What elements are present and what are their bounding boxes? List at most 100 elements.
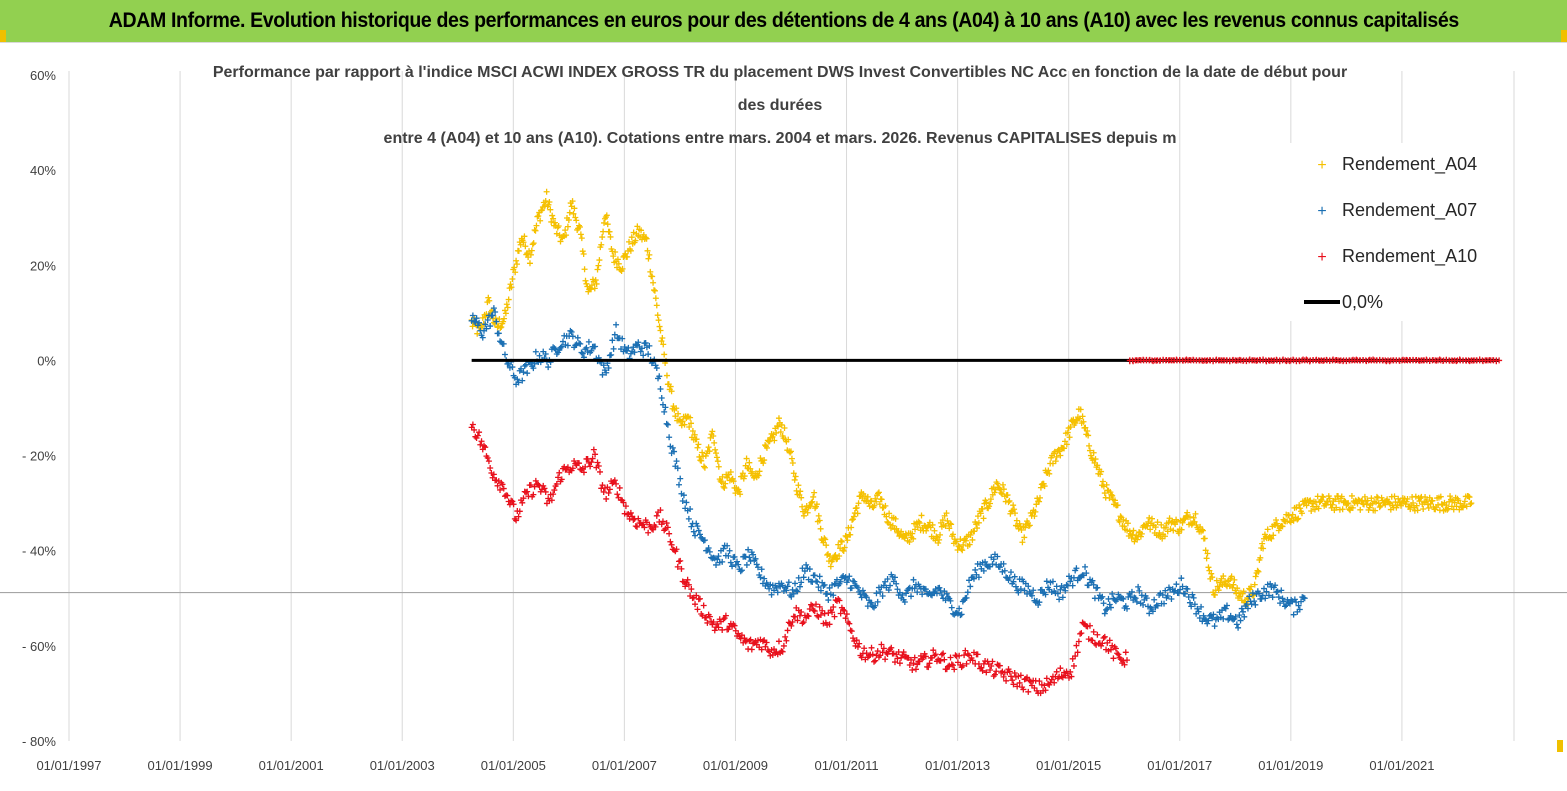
data-point: [677, 557, 684, 564]
data-point: [714, 620, 721, 627]
data-point: [622, 503, 629, 510]
data-point: [790, 590, 797, 597]
legend-label-a04: Rendement_A04: [1342, 154, 1477, 175]
data-point: [734, 558, 741, 565]
data-point: [1453, 503, 1460, 510]
data-point: [1051, 679, 1058, 686]
data-point: [685, 515, 692, 522]
data-point: [1017, 672, 1024, 679]
data-point: [822, 536, 829, 543]
data-point: [1103, 481, 1110, 488]
data-point: [666, 530, 673, 537]
data-point: [692, 532, 699, 539]
data-point: [947, 597, 954, 604]
data-point: [1189, 591, 1196, 598]
data-point: [590, 446, 597, 453]
data-point: [731, 553, 738, 560]
data-point: [785, 579, 792, 586]
data-point: [1205, 617, 1212, 624]
data-point: [1290, 517, 1297, 524]
data-point: [1205, 564, 1212, 571]
data-point: [1234, 585, 1241, 592]
data-point: [542, 488, 549, 495]
data-point: [720, 483, 727, 490]
data-point: [595, 463, 602, 470]
data-point: [1300, 594, 1307, 601]
data-point: [726, 547, 733, 554]
data-point: [1032, 508, 1039, 515]
data-point: [492, 309, 499, 316]
data-point: [816, 573, 823, 580]
data-point: [916, 520, 923, 527]
data-point: [806, 566, 813, 573]
data-point: [991, 489, 998, 496]
data-point: [622, 250, 629, 257]
data-point: [1128, 588, 1135, 595]
data-point: [1103, 606, 1110, 613]
data-point: [1303, 502, 1310, 509]
data-point: [599, 371, 606, 378]
data-point: [832, 551, 839, 558]
data-point: [1251, 581, 1258, 588]
data-point: [589, 455, 596, 462]
data-point: [658, 395, 665, 402]
data-point: [478, 438, 485, 445]
data-point: [1257, 554, 1264, 561]
data-point: [883, 513, 890, 520]
data-point: [1246, 593, 1253, 600]
data-point: [679, 497, 686, 504]
data-point: [1190, 594, 1197, 601]
data-point: [803, 561, 810, 568]
data-point: [684, 576, 691, 583]
chart-title-line-3: entre 4 (A04) et 10 ans (A10). Cotations…: [384, 130, 1177, 147]
data-point: [999, 481, 1006, 488]
data-point: [1075, 638, 1082, 645]
data-point: [1361, 493, 1368, 500]
data-point: [754, 564, 761, 571]
data-point: [1254, 567, 1261, 574]
data-point: [882, 656, 889, 663]
data-point: [887, 521, 894, 528]
data-point: [894, 586, 901, 593]
y-tick-label: - 60%: [22, 639, 56, 654]
data-point: [653, 302, 660, 309]
data-point: [1407, 506, 1414, 513]
data-point: [583, 280, 590, 287]
data-point: [788, 448, 794, 455]
data-point: [1195, 608, 1202, 615]
data-point: [642, 234, 649, 241]
data-point: [1012, 583, 1019, 590]
data-point: [735, 561, 742, 568]
data-point: [1295, 515, 1302, 522]
data-point: [830, 603, 837, 610]
data-point: [1114, 650, 1121, 657]
data-point: [908, 593, 915, 600]
data-point: [1021, 587, 1028, 594]
data-point: [1037, 484, 1044, 491]
data-point: [720, 545, 727, 552]
data-point: [931, 652, 938, 659]
data-point: [782, 633, 789, 640]
data-point: [886, 510, 893, 517]
data-point: [982, 558, 989, 565]
data-point: [1085, 432, 1092, 439]
data-point: [940, 650, 947, 657]
data-point: [1006, 497, 1013, 504]
data-point: [859, 587, 866, 594]
data-point: [577, 340, 584, 347]
data-point: [758, 566, 765, 573]
data-point: [689, 427, 696, 434]
data-point: [979, 667, 986, 674]
data-point: [1298, 510, 1305, 517]
series-a07: [468, 305, 1308, 631]
data-point: [600, 488, 607, 495]
data-point: [722, 480, 729, 487]
data-point: [980, 515, 987, 522]
data-point: [1185, 593, 1192, 600]
data-point: [914, 661, 921, 668]
data-point: [1067, 668, 1074, 675]
data-point: [1112, 645, 1119, 652]
data-point: [1056, 448, 1063, 455]
data-point: [1170, 588, 1177, 595]
data-point: [841, 575, 848, 582]
